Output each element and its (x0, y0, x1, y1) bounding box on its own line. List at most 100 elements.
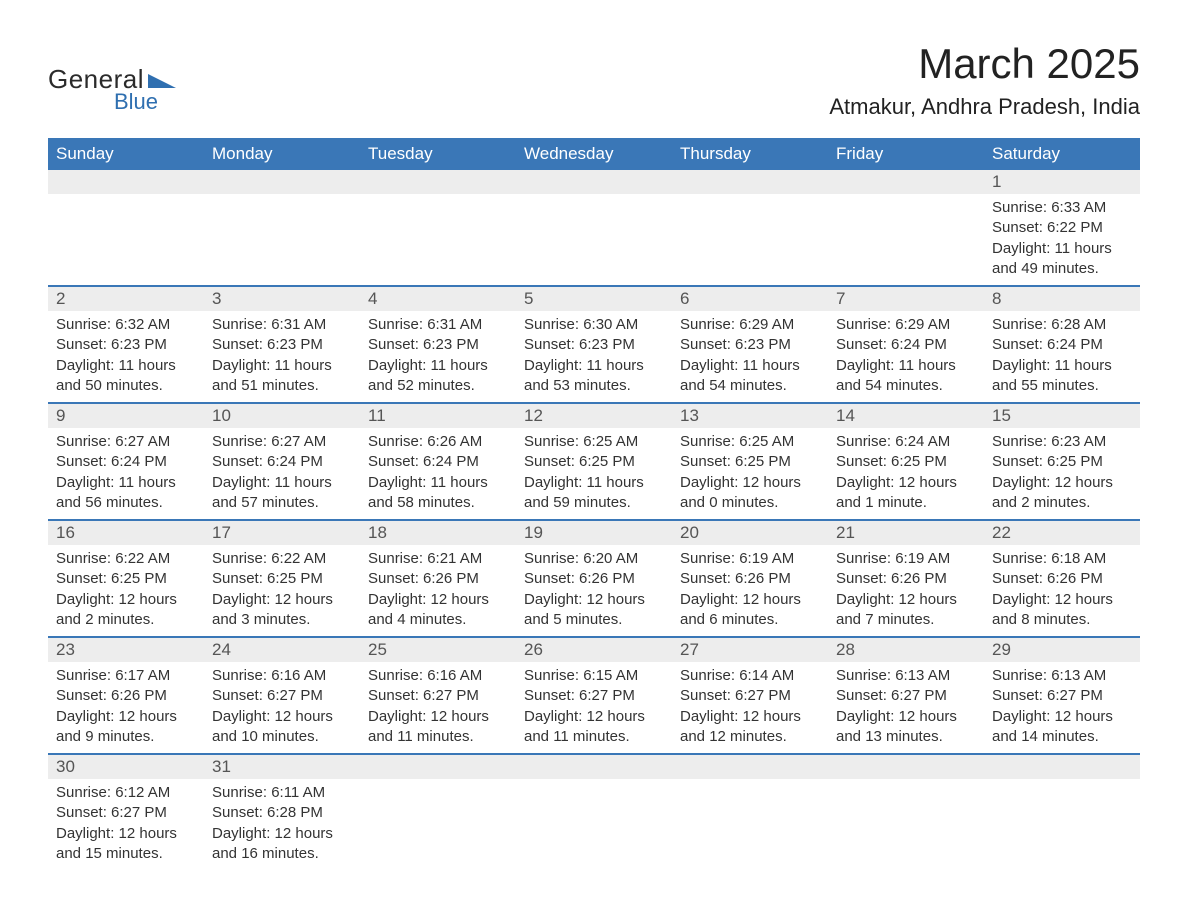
daylight-text: and 59 minutes. (524, 493, 664, 513)
day-number: 10 (204, 404, 360, 428)
day-details: Sunrise: 6:16 AMSunset: 6:27 PMDaylight:… (360, 662, 516, 753)
day-details (516, 194, 672, 264)
calendar-cell: 31Sunrise: 6:11 AMSunset: 6:28 PMDayligh… (204, 754, 360, 870)
sunset-text: Sunset: 6:25 PM (836, 452, 976, 472)
weekday-header: Sunday (48, 138, 204, 170)
daylight-text: and 56 minutes. (56, 493, 196, 513)
daylight-text: Daylight: 11 hours (992, 239, 1132, 259)
calendar-cell: 27Sunrise: 6:14 AMSunset: 6:27 PMDayligh… (672, 637, 828, 754)
sunrise-text: Sunrise: 6:13 AM (992, 666, 1132, 686)
day-number: 19 (516, 521, 672, 545)
calendar-cell (360, 170, 516, 286)
calendar-week-row: 2Sunrise: 6:32 AMSunset: 6:23 PMDaylight… (48, 286, 1140, 403)
sunset-text: Sunset: 6:23 PM (212, 335, 352, 355)
month-title: March 2025 (829, 40, 1140, 88)
sunrise-text: Sunrise: 6:26 AM (368, 432, 508, 452)
sunrise-text: Sunrise: 6:31 AM (368, 315, 508, 335)
calendar-cell: 6Sunrise: 6:29 AMSunset: 6:23 PMDaylight… (672, 286, 828, 403)
daylight-text: and 8 minutes. (992, 610, 1132, 630)
day-details: Sunrise: 6:18 AMSunset: 6:26 PMDaylight:… (984, 545, 1140, 636)
daylight-text: and 4 minutes. (368, 610, 508, 630)
day-details: Sunrise: 6:25 AMSunset: 6:25 PMDaylight:… (672, 428, 828, 519)
sunset-text: Sunset: 6:26 PM (836, 569, 976, 589)
daylight-text: Daylight: 11 hours (212, 473, 352, 493)
sunset-text: Sunset: 6:28 PM (212, 803, 352, 823)
day-details: Sunrise: 6:32 AMSunset: 6:23 PMDaylight:… (48, 311, 204, 402)
day-number (48, 170, 204, 194)
sunrise-text: Sunrise: 6:31 AM (212, 315, 352, 335)
daylight-text: Daylight: 12 hours (212, 824, 352, 844)
day-details: Sunrise: 6:25 AMSunset: 6:25 PMDaylight:… (516, 428, 672, 519)
sunset-text: Sunset: 6:27 PM (56, 803, 196, 823)
calendar-cell: 24Sunrise: 6:16 AMSunset: 6:27 PMDayligh… (204, 637, 360, 754)
day-details: Sunrise: 6:31 AMSunset: 6:23 PMDaylight:… (360, 311, 516, 402)
daylight-text: Daylight: 12 hours (992, 590, 1132, 610)
sunrise-text: Sunrise: 6:25 AM (680, 432, 820, 452)
day-number (672, 170, 828, 194)
sunset-text: Sunset: 6:24 PM (836, 335, 976, 355)
sunrise-text: Sunrise: 6:20 AM (524, 549, 664, 569)
calendar-cell: 29 Sunrise: 6:13 AMSunset: 6:27 PMDayligh… (984, 637, 1140, 754)
calendar-cell: 18Sunrise: 6:21 AMSunset: 6:26 PMDayligh… (360, 520, 516, 637)
calendar-cell (828, 170, 984, 286)
calendar-cell: 4Sunrise: 6:31 AMSunset: 6:23 PMDaylight… (360, 286, 516, 403)
calendar-cell: 12Sunrise: 6:25 AMSunset: 6:25 PMDayligh… (516, 403, 672, 520)
weekday-header: Thursday (672, 138, 828, 170)
daylight-text: Daylight: 12 hours (836, 473, 976, 493)
daylight-text: and 0 minutes. (680, 493, 820, 513)
calendar-cell (672, 170, 828, 286)
day-number: 14 (828, 404, 984, 428)
daylight-text: and 54 minutes. (836, 376, 976, 396)
sunrise-text: Sunrise: 6:16 AM (368, 666, 508, 686)
calendar-cell: 8Sunrise: 6:28 AMSunset: 6:24 PMDaylight… (984, 286, 1140, 403)
calendar-cell: 30Sunrise: 6:12 AMSunset: 6:27 PMDayligh… (48, 754, 204, 870)
daylight-text: and 7 minutes. (836, 610, 976, 630)
calendar-cell: 25Sunrise: 6:16 AMSunset: 6:27 PMDayligh… (360, 637, 516, 754)
daylight-text: Daylight: 12 hours (56, 707, 196, 727)
day-details: Sunrise: 6:19 AMSunset: 6:26 PMDaylight:… (828, 545, 984, 636)
daylight-text: and 55 minutes. (992, 376, 1132, 396)
day-number: 30 (48, 755, 204, 779)
calendar-week-row: 23Sunrise: 6:17 AMSunset: 6:26 PMDayligh… (48, 637, 1140, 754)
sunrise-text: Sunrise: 6:22 AM (56, 549, 196, 569)
day-details: Sunrise: 6:24 AMSunset: 6:25 PMDaylight:… (828, 428, 984, 519)
sunset-text: Sunset: 6:27 PM (992, 686, 1132, 706)
sunrise-text: Sunrise: 6:23 AM (992, 432, 1132, 452)
weekday-header: Monday (204, 138, 360, 170)
day-details: Sunrise: 6:15 AMSunset: 6:27 PMDaylight:… (516, 662, 672, 753)
sunrise-text: Sunrise: 6:12 AM (56, 783, 196, 803)
daylight-text: Daylight: 12 hours (680, 707, 820, 727)
calendar-cell (204, 170, 360, 286)
sunrise-text: Sunrise: 6:29 AM (680, 315, 820, 335)
sunrise-text: Sunrise: 6:30 AM (524, 315, 664, 335)
daylight-text: and 57 minutes. (212, 493, 352, 513)
day-number: 3 (204, 287, 360, 311)
day-number: 22 (984, 521, 1140, 545)
day-details: Sunrise: 6:30 AMSunset: 6:23 PMDaylight:… (516, 311, 672, 402)
day-number: 12 (516, 404, 672, 428)
daylight-text: Daylight: 12 hours (836, 590, 976, 610)
daylight-text: Daylight: 12 hours (992, 473, 1132, 493)
sunset-text: Sunset: 6:23 PM (680, 335, 820, 355)
sunrise-text: Sunrise: 6:19 AM (836, 549, 976, 569)
calendar-cell: 23Sunrise: 6:17 AMSunset: 6:26 PMDayligh… (48, 637, 204, 754)
sunrise-text: Sunrise: 6:17 AM (56, 666, 196, 686)
daylight-text: and 53 minutes. (524, 376, 664, 396)
sunset-text: Sunset: 6:25 PM (992, 452, 1132, 472)
day-details: Sunrise: 6:23 AMSunset: 6:25 PMDaylight:… (984, 428, 1140, 519)
day-details: Sunrise: 6:26 AMSunset: 6:24 PMDaylight:… (360, 428, 516, 519)
day-number (984, 755, 1140, 779)
calendar-cell: 11Sunrise: 6:26 AMSunset: 6:24 PMDayligh… (360, 403, 516, 520)
day-details: Sunrise: 6:17 AMSunset: 6:26 PMDaylight:… (48, 662, 204, 753)
day-details: Sunrise: 6:27 AMSunset: 6:24 PMDaylight:… (48, 428, 204, 519)
sunset-text: Sunset: 6:24 PM (56, 452, 196, 472)
day-number: 5 (516, 287, 672, 311)
calendar-cell (828, 754, 984, 870)
sunset-text: Sunset: 6:26 PM (992, 569, 1132, 589)
day-details: Sunrise: 6:21 AMSunset: 6:26 PMDaylight:… (360, 545, 516, 636)
day-number: 18 (360, 521, 516, 545)
day-number: 29 (984, 638, 1140, 662)
daylight-text: and 2 minutes. (992, 493, 1132, 513)
daylight-text: Daylight: 12 hours (992, 707, 1132, 727)
daylight-text: and 49 minutes. (992, 259, 1132, 279)
